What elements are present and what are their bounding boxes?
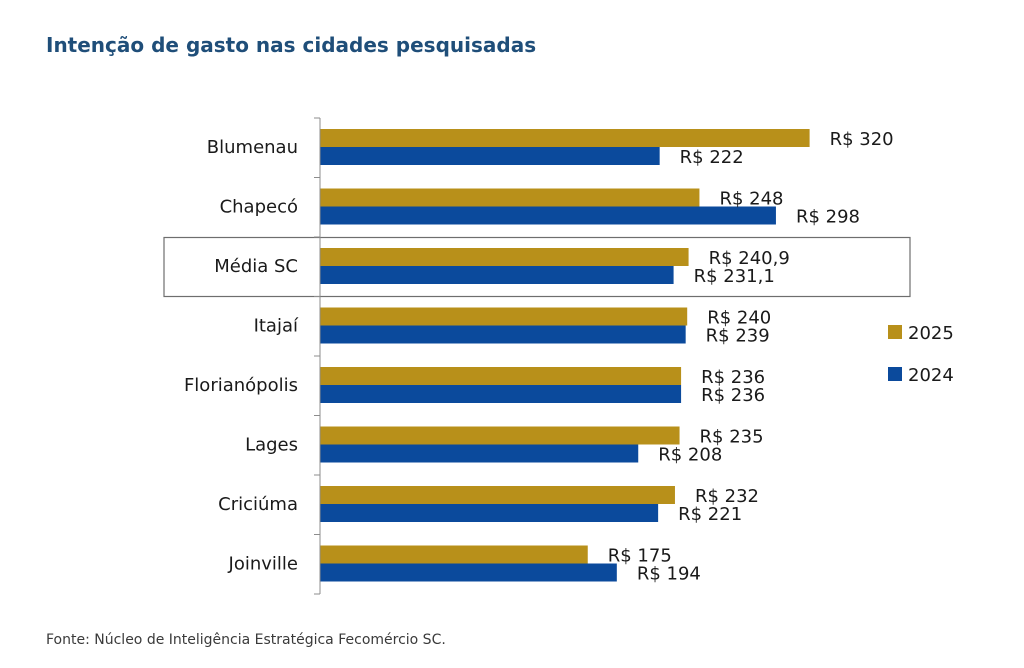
bar-2024: [320, 504, 659, 522]
data-label: R$ 248: [719, 189, 783, 210]
data-label: R$ 231,1: [694, 266, 775, 287]
data-label: R$ 208: [658, 445, 722, 466]
data-label: R$ 240: [707, 308, 771, 329]
bar-2025: [320, 188, 700, 207]
bar-2025: [320, 486, 675, 504]
bar-2025: [320, 307, 688, 326]
data-label: R$ 235: [700, 427, 764, 448]
bar-2025: [320, 248, 689, 266]
bar-2025: [320, 367, 682, 385]
bar-2024: [320, 206, 776, 225]
data-label: R$ 221: [678, 504, 742, 525]
data-label: R$ 239: [706, 326, 770, 347]
bar-2025: [320, 545, 588, 564]
category-label: Itajaí: [254, 316, 299, 337]
category-label: Criciúma: [218, 494, 298, 515]
category-label: Joinville: [228, 554, 298, 575]
data-label: R$ 232: [695, 486, 759, 507]
bar-2024: [320, 563, 617, 582]
bar-2024: [320, 147, 660, 165]
data-label: R$ 320: [830, 129, 894, 150]
legend-swatch: [888, 367, 902, 381]
data-label: R$ 298: [796, 207, 860, 228]
bar-2024: [320, 444, 639, 463]
data-label: R$ 240,9: [709, 248, 790, 269]
source-note: Fonte: Núcleo de Inteligência Estratégic…: [46, 632, 446, 648]
category-label: Lages: [245, 435, 298, 456]
category-label: Média SC: [214, 256, 298, 277]
bar-2024: [320, 266, 674, 284]
bar-2024: [320, 385, 682, 403]
legend-swatch: [888, 325, 902, 339]
data-label: R$ 194: [637, 564, 701, 585]
category-label: Florianópolis: [184, 375, 298, 396]
data-label: R$ 222: [680, 147, 744, 168]
bar-2025: [320, 129, 810, 147]
highlight-box: [163, 236, 911, 298]
data-label: R$ 175: [608, 546, 672, 567]
data-label: R$ 236: [701, 385, 765, 406]
data-label: R$ 236: [701, 367, 765, 388]
bar-2024: [320, 325, 686, 344]
chart-title: Intenção de gasto nas cidades pesquisada…: [46, 33, 537, 57]
legend-label: 2024: [908, 365, 954, 386]
legend-label: 2025: [908, 323, 954, 344]
category-label: Chapecó: [220, 197, 298, 218]
bar-2025: [320, 426, 680, 445]
category-label: Blumenau: [207, 137, 298, 158]
